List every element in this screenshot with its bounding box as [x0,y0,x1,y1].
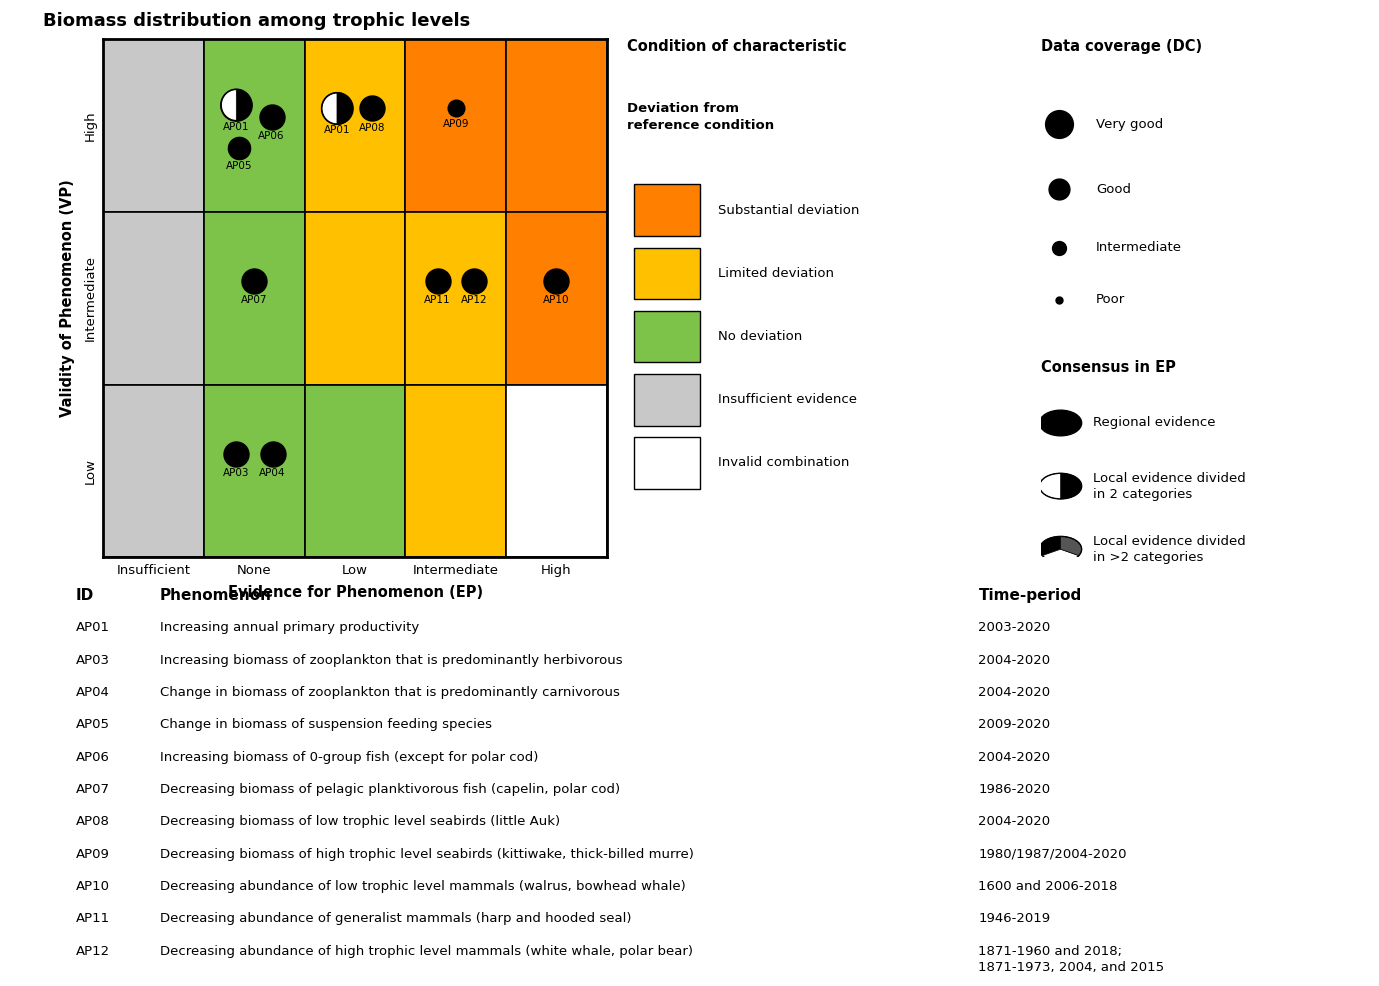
Bar [506,212,607,385]
Text: AP07: AP07 [241,295,268,306]
Text: Increasing annual primary productivity: Increasing annual primary productivity [160,621,419,634]
Text: 2004-2020: 2004-2020 [979,686,1051,699]
Text: AP04: AP04 [259,467,285,478]
Bar [633,437,701,489]
Bar [103,385,204,557]
Bar [633,311,701,363]
Text: AP11: AP11 [425,295,451,306]
Text: Deviation from
reference condition: Deviation from reference condition [627,102,775,131]
Text: 2004-2020: 2004-2020 [979,750,1051,763]
Text: Condition of characteristic: Condition of characteristic [627,39,847,54]
Wedge shape [1043,549,1078,562]
Bar [633,247,701,300]
Text: 2004-2020: 2004-2020 [979,654,1051,667]
Text: Data coverage (DC): Data coverage (DC) [1041,39,1202,54]
Bar [633,374,701,426]
Text: Biomass distribution among trophic levels: Biomass distribution among trophic level… [43,12,470,30]
Y-axis label: Validity of Phenomenon (VP): Validity of Phenomenon (VP) [61,179,74,417]
Text: 2009-2020: 2009-2020 [979,718,1051,732]
Text: Limited deviation: Limited deviation [718,267,834,280]
Wedge shape [1060,473,1081,499]
Text: 1871-1960 and 2018;
1871-1973, 2004, and 2015: 1871-1960 and 2018; 1871-1973, 2004, and… [979,945,1164,973]
Text: ID: ID [76,588,94,602]
Bar [405,39,506,212]
Circle shape [1040,410,1081,436]
Text: Decreasing abundance of high trophic level mammals (white whale, polar bear): Decreasing abundance of high trophic lev… [160,945,692,957]
Text: 2004-2020: 2004-2020 [979,815,1051,828]
Wedge shape [1060,536,1081,556]
Text: AP04: AP04 [76,686,110,699]
Bar [204,385,305,557]
Text: Very good: Very good [1096,117,1162,130]
Bar [305,39,405,212]
Text: AP10: AP10 [543,295,570,306]
Bar [305,212,405,385]
Bar [305,385,405,557]
Text: Phenomenon: Phenomenon [160,588,272,602]
Bar [506,39,607,212]
Text: Local evidence divided
in 2 categories: Local evidence divided in 2 categories [1094,471,1245,501]
Wedge shape [221,90,236,120]
Text: AP08: AP08 [359,122,386,133]
Bar [633,184,701,237]
Text: AP01: AP01 [223,122,250,132]
Wedge shape [321,93,336,124]
Text: Regional evidence: Regional evidence [1094,416,1215,430]
Text: No deviation: No deviation [718,330,803,343]
Text: Insufficient evidence: Insufficient evidence [718,393,858,406]
Text: Good: Good [1096,182,1131,195]
Text: AP06: AP06 [76,750,110,763]
Text: AP01: AP01 [76,621,110,634]
Text: AP08: AP08 [76,815,110,828]
Bar [405,385,506,557]
Text: AP12: AP12 [461,295,487,306]
Text: 2003-2020: 2003-2020 [979,621,1051,634]
Text: 1600 and 2006-2018: 1600 and 2006-2018 [979,880,1118,893]
Text: AP10: AP10 [76,880,110,893]
Text: Invalid combination: Invalid combination [718,457,849,469]
Text: AP09: AP09 [443,118,469,128]
Bar [103,212,204,385]
Text: Local evidence divided
in >2 categories: Local evidence divided in >2 categories [1094,534,1245,564]
Wedge shape [336,93,352,124]
Text: Decreasing biomass of pelagic planktivorous fish (capelin, polar cod): Decreasing biomass of pelagic planktivor… [160,783,619,796]
Text: 1980/1987/2004-2020: 1980/1987/2004-2020 [979,848,1127,861]
Text: Increasing biomass of zooplankton that is predominantly herbivorous: Increasing biomass of zooplankton that i… [160,654,622,667]
Text: AP11: AP11 [76,912,110,925]
Wedge shape [236,90,251,120]
Text: AP12: AP12 [76,945,110,957]
Text: Time-period: Time-period [979,588,1081,602]
Text: Decreasing abundance of low trophic level mammals (walrus, bowhead whale): Decreasing abundance of low trophic leve… [160,880,685,893]
Bar [204,39,305,212]
Wedge shape [1040,536,1060,556]
Text: AP07: AP07 [76,783,110,796]
Text: Decreasing biomass of low trophic level seabirds (little Auk): Decreasing biomass of low trophic level … [160,815,560,828]
Text: Poor: Poor [1096,293,1125,307]
Text: AP05: AP05 [226,161,252,171]
Wedge shape [1040,473,1060,499]
Text: 1986-2020: 1986-2020 [979,783,1051,796]
Text: AP09: AP09 [76,848,110,861]
Text: Decreasing biomass of high trophic level seabirds (kittiwake, thick-billed murre: Decreasing biomass of high trophic level… [160,848,694,861]
Text: Substantial deviation: Substantial deviation [718,204,860,217]
Text: AP03: AP03 [223,467,250,478]
Text: 1946-2019: 1946-2019 [979,912,1051,925]
Bar [506,385,607,557]
Text: Change in biomass of zooplankton that is predominantly carnivorous: Change in biomass of zooplankton that is… [160,686,619,699]
Text: AP03: AP03 [76,654,110,667]
Text: AP05: AP05 [76,718,110,732]
Bar [103,39,204,212]
Text: AP01: AP01 [324,125,350,135]
Text: Intermediate: Intermediate [1096,242,1182,254]
Bar [204,212,305,385]
Text: AP06: AP06 [258,131,285,141]
X-axis label: Evidence for Phenomenon (EP): Evidence for Phenomenon (EP) [228,586,483,600]
Text: Change in biomass of suspension feeding species: Change in biomass of suspension feeding … [160,718,492,732]
Text: Consensus in EP: Consensus in EP [1041,360,1176,375]
Text: Increasing biomass of 0-group fish (except for polar cod): Increasing biomass of 0-group fish (exce… [160,750,538,763]
Text: Decreasing abundance of generalist mammals (harp and hooded seal): Decreasing abundance of generalist mamma… [160,912,632,925]
Bar [405,212,506,385]
